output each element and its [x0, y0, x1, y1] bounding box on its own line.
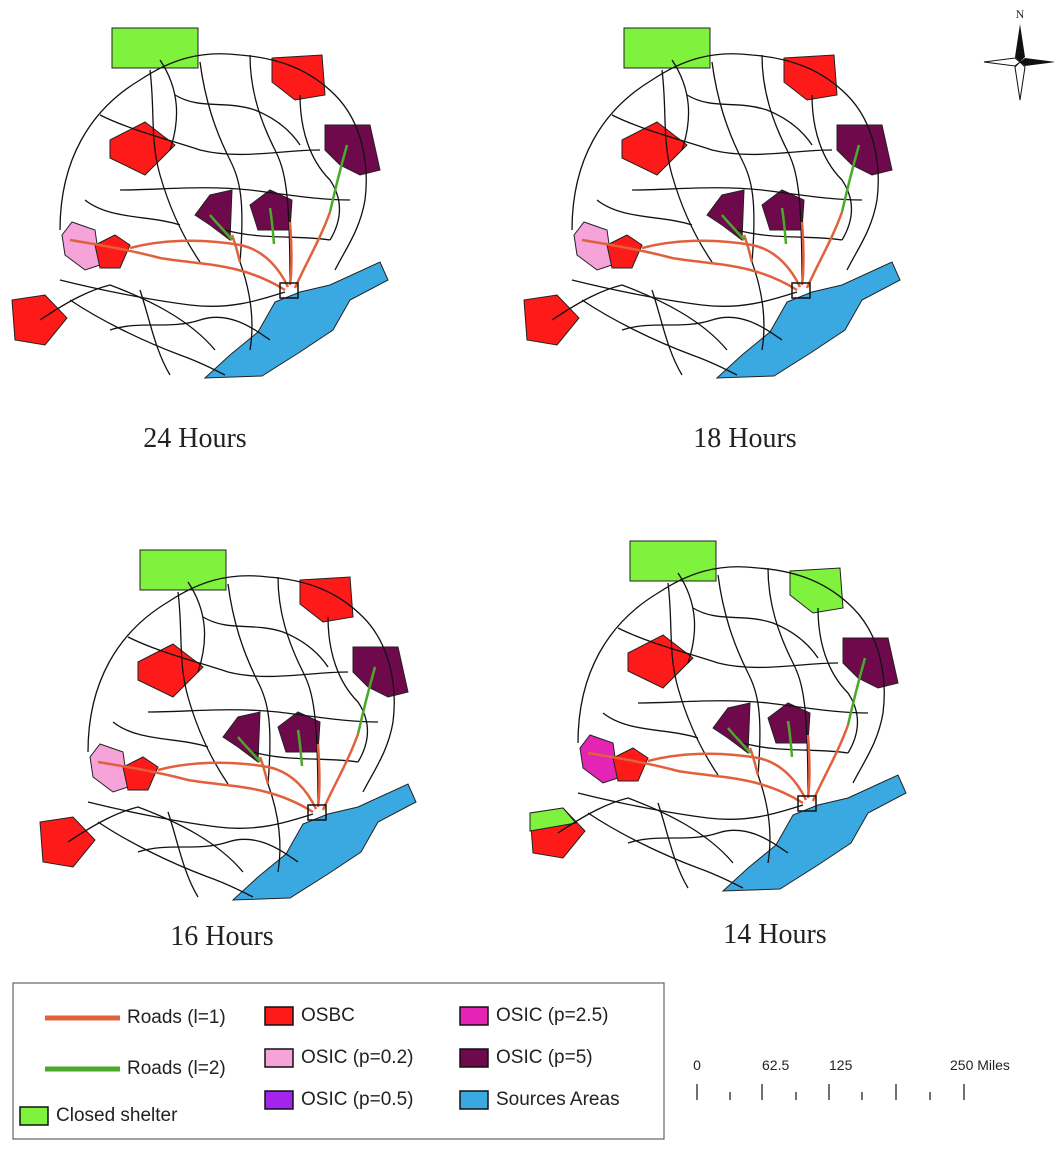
shelter-area	[140, 550, 226, 590]
route-l1	[318, 744, 320, 807]
panel-label: 24 Hours	[143, 423, 246, 454]
north-label: N	[1016, 7, 1025, 21]
panel-label: 14 Hours	[723, 919, 826, 950]
scale-label: 62.5	[762, 1057, 789, 1073]
legend-label: OSIC (p=0.5)	[301, 1089, 413, 1110]
route-l1	[808, 735, 810, 798]
scale-label: 125	[829, 1057, 853, 1073]
route-l1	[802, 222, 804, 285]
scale-label: 0	[693, 1057, 701, 1073]
legend-swatch	[460, 1049, 488, 1067]
legend-swatch	[265, 1091, 293, 1109]
legend-label: Closed shelter	[56, 1105, 178, 1126]
shelter-area	[630, 541, 716, 581]
legend-swatch	[460, 1091, 488, 1109]
legend-label: Roads (l=1)	[127, 1007, 226, 1028]
legend-label: OSIC (p=5)	[496, 1047, 593, 1068]
legend-swatch	[20, 1107, 48, 1125]
legend-swatch	[265, 1049, 293, 1067]
legend-label: OSIC (p=0.2)	[301, 1047, 413, 1068]
scale-label: 250 Miles	[950, 1057, 1010, 1073]
legend-label: OSIC (p=2.5)	[496, 1005, 608, 1026]
shelter-area	[624, 28, 710, 68]
map-figure: N Roads (l=1) Roads (l=2) Closed shelter OS…	[0, 0, 1054, 1149]
legend-label: Roads (l=2)	[127, 1058, 226, 1079]
route-l1	[290, 222, 292, 285]
panel-label: 18 Hours	[693, 423, 796, 454]
legend-label: Sources Areas	[496, 1089, 620, 1110]
panel-label: 16 Hours	[170, 921, 273, 952]
legend-label: OSBC	[301, 1005, 355, 1026]
legend-swatch	[460, 1007, 488, 1025]
legend-swatch	[265, 1007, 293, 1025]
shelter-area	[112, 28, 198, 68]
